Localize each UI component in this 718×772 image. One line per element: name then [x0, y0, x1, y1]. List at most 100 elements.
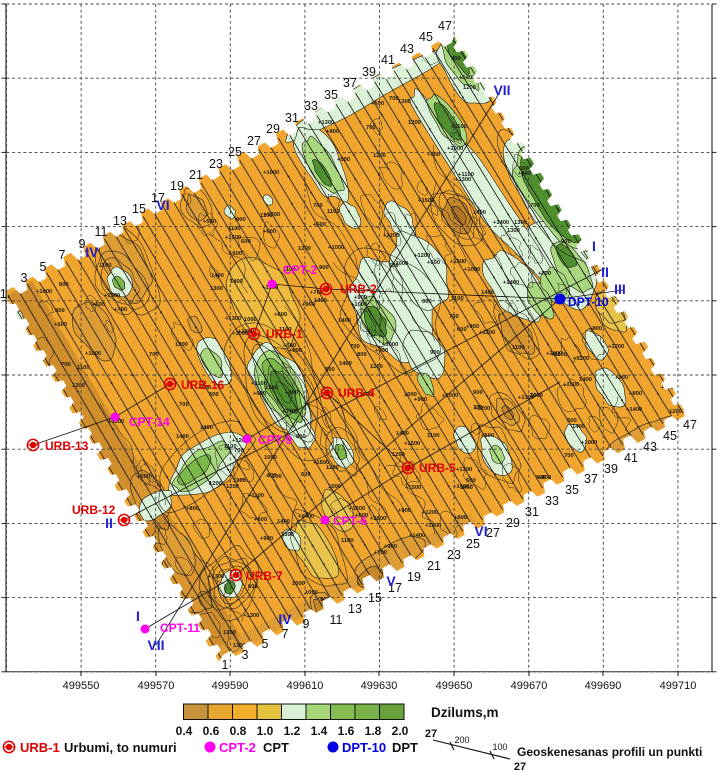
- svg-text:1000: 1000: [530, 393, 543, 399]
- svg-text:+1400: +1400: [409, 533, 425, 539]
- svg-text:URB-13: URB-13: [45, 439, 89, 453]
- svg-text:1300: 1300: [398, 99, 411, 105]
- svg-text:+800: +800: [454, 515, 467, 521]
- svg-text:1100: 1100: [77, 365, 90, 371]
- svg-text:25: 25: [466, 537, 480, 551]
- svg-text:VI: VI: [156, 197, 169, 213]
- svg-text:+1000: +1000: [238, 329, 254, 335]
- svg-text:1200: 1200: [226, 484, 239, 490]
- svg-text:CPT-6: CPT-6: [333, 514, 367, 528]
- svg-text:+900: +900: [260, 536, 273, 542]
- svg-text:700: 700: [366, 125, 376, 131]
- svg-text:+500: +500: [289, 348, 302, 354]
- svg-text:1400: 1400: [460, 485, 473, 491]
- svg-text:17: 17: [388, 581, 402, 595]
- svg-text:+1000: +1000: [263, 170, 279, 176]
- svg-text:1300: 1300: [72, 383, 85, 389]
- svg-text:+1000: +1000: [232, 331, 248, 337]
- svg-text:700: 700: [530, 203, 540, 209]
- svg-text:+1000: +1000: [382, 342, 398, 348]
- svg-text:0.6: 0.6: [203, 724, 220, 738]
- svg-text:CPT-9: CPT-9: [258, 433, 292, 447]
- svg-text:+1400: +1400: [282, 409, 298, 415]
- svg-text:VII: VII: [147, 637, 164, 653]
- svg-text:600: 600: [466, 478, 476, 484]
- svg-text:1000: 1000: [404, 392, 417, 398]
- svg-text:+700: +700: [310, 290, 323, 296]
- svg-text:+600: +600: [198, 385, 211, 391]
- svg-text:1100: 1100: [341, 538, 354, 544]
- svg-text:9: 9: [79, 237, 86, 251]
- svg-text:499570: 499570: [138, 680, 175, 692]
- svg-text:+1500: +1500: [313, 460, 329, 466]
- svg-text:5: 5: [40, 260, 47, 274]
- svg-text:I: I: [592, 238, 596, 254]
- svg-text:+600: +600: [229, 251, 242, 257]
- svg-text:1000: 1000: [244, 317, 257, 323]
- svg-text:499710: 499710: [660, 680, 697, 692]
- svg-text:600: 600: [567, 418, 577, 424]
- svg-text:URB-12: URB-12: [72, 503, 116, 517]
- svg-text:+1400: +1400: [453, 484, 469, 490]
- svg-text:35: 35: [565, 483, 579, 497]
- svg-text:+1100: +1100: [458, 172, 474, 178]
- svg-text:1100: 1100: [427, 433, 440, 439]
- svg-text:2.0: 2.0: [392, 724, 409, 738]
- svg-text:IV: IV: [85, 244, 99, 260]
- svg-text:DPT: DPT: [392, 740, 418, 755]
- svg-text:URB-1: URB-1: [266, 327, 303, 341]
- svg-text:+1400: +1400: [626, 407, 642, 413]
- svg-text:+900: +900: [398, 508, 411, 514]
- svg-text:1300: 1300: [514, 220, 527, 226]
- svg-text:URB-16: URB-16: [181, 378, 225, 392]
- svg-text:23: 23: [447, 548, 461, 562]
- svg-text:+1200: +1200: [383, 233, 399, 239]
- svg-text:7: 7: [59, 248, 66, 262]
- svg-text:700: 700: [389, 96, 399, 102]
- svg-text:1200: 1200: [175, 342, 188, 348]
- svg-text:+1300: +1300: [243, 613, 259, 619]
- svg-text:+700: +700: [538, 271, 551, 277]
- svg-text:700: 700: [149, 352, 159, 358]
- svg-text:43: 43: [400, 42, 414, 56]
- svg-text:+1100: +1100: [251, 381, 267, 387]
- svg-text:31: 31: [525, 505, 539, 519]
- svg-text:800: 800: [55, 308, 65, 314]
- svg-text:499610: 499610: [287, 680, 324, 692]
- svg-text:11: 11: [95, 225, 108, 239]
- svg-text:Geoskenesanas profili un punkt: Geoskenesanas profili un punkti: [517, 745, 702, 759]
- svg-text:31: 31: [285, 111, 299, 125]
- svg-text:+1300: +1300: [225, 316, 241, 322]
- svg-text:+1000: +1000: [447, 146, 463, 152]
- svg-text:+800: +800: [589, 326, 602, 332]
- svg-text:27: 27: [514, 761, 526, 772]
- svg-text:21: 21: [189, 168, 203, 182]
- svg-text:+900: +900: [384, 544, 397, 550]
- svg-text:700: 700: [272, 474, 282, 480]
- svg-text:+1500: +1500: [405, 485, 421, 491]
- svg-text:1200: 1200: [370, 364, 383, 370]
- svg-text:+500: +500: [203, 219, 216, 225]
- svg-text:I: I: [136, 608, 140, 624]
- svg-text:1200: 1200: [233, 478, 246, 484]
- svg-text:1000: 1000: [292, 581, 305, 587]
- svg-text:URB-2: URB-2: [340, 282, 377, 296]
- svg-text:+1200: +1200: [232, 438, 248, 444]
- svg-text:CPT-11: CPT-11: [160, 621, 200, 635]
- svg-text:45: 45: [419, 30, 433, 44]
- svg-text:100: 100: [492, 742, 507, 752]
- svg-text:29: 29: [506, 516, 520, 530]
- svg-text:1200: 1200: [669, 409, 682, 415]
- svg-text:+900: +900: [375, 348, 388, 354]
- svg-text:+1300: +1300: [318, 120, 334, 126]
- svg-text:1.2: 1.2: [284, 724, 301, 738]
- svg-text:0.4: 0.4: [176, 724, 193, 738]
- svg-text:+1200: +1200: [573, 356, 589, 362]
- svg-text:+500: +500: [92, 302, 105, 308]
- svg-text:1000: 1000: [264, 455, 277, 461]
- svg-text:700: 700: [350, 344, 360, 350]
- svg-text:Dzilums,m: Dzilums,m: [431, 705, 499, 720]
- svg-text:1.6: 1.6: [338, 724, 355, 738]
- svg-text:1400: 1400: [338, 318, 351, 324]
- svg-text:+1400: +1400: [503, 280, 519, 286]
